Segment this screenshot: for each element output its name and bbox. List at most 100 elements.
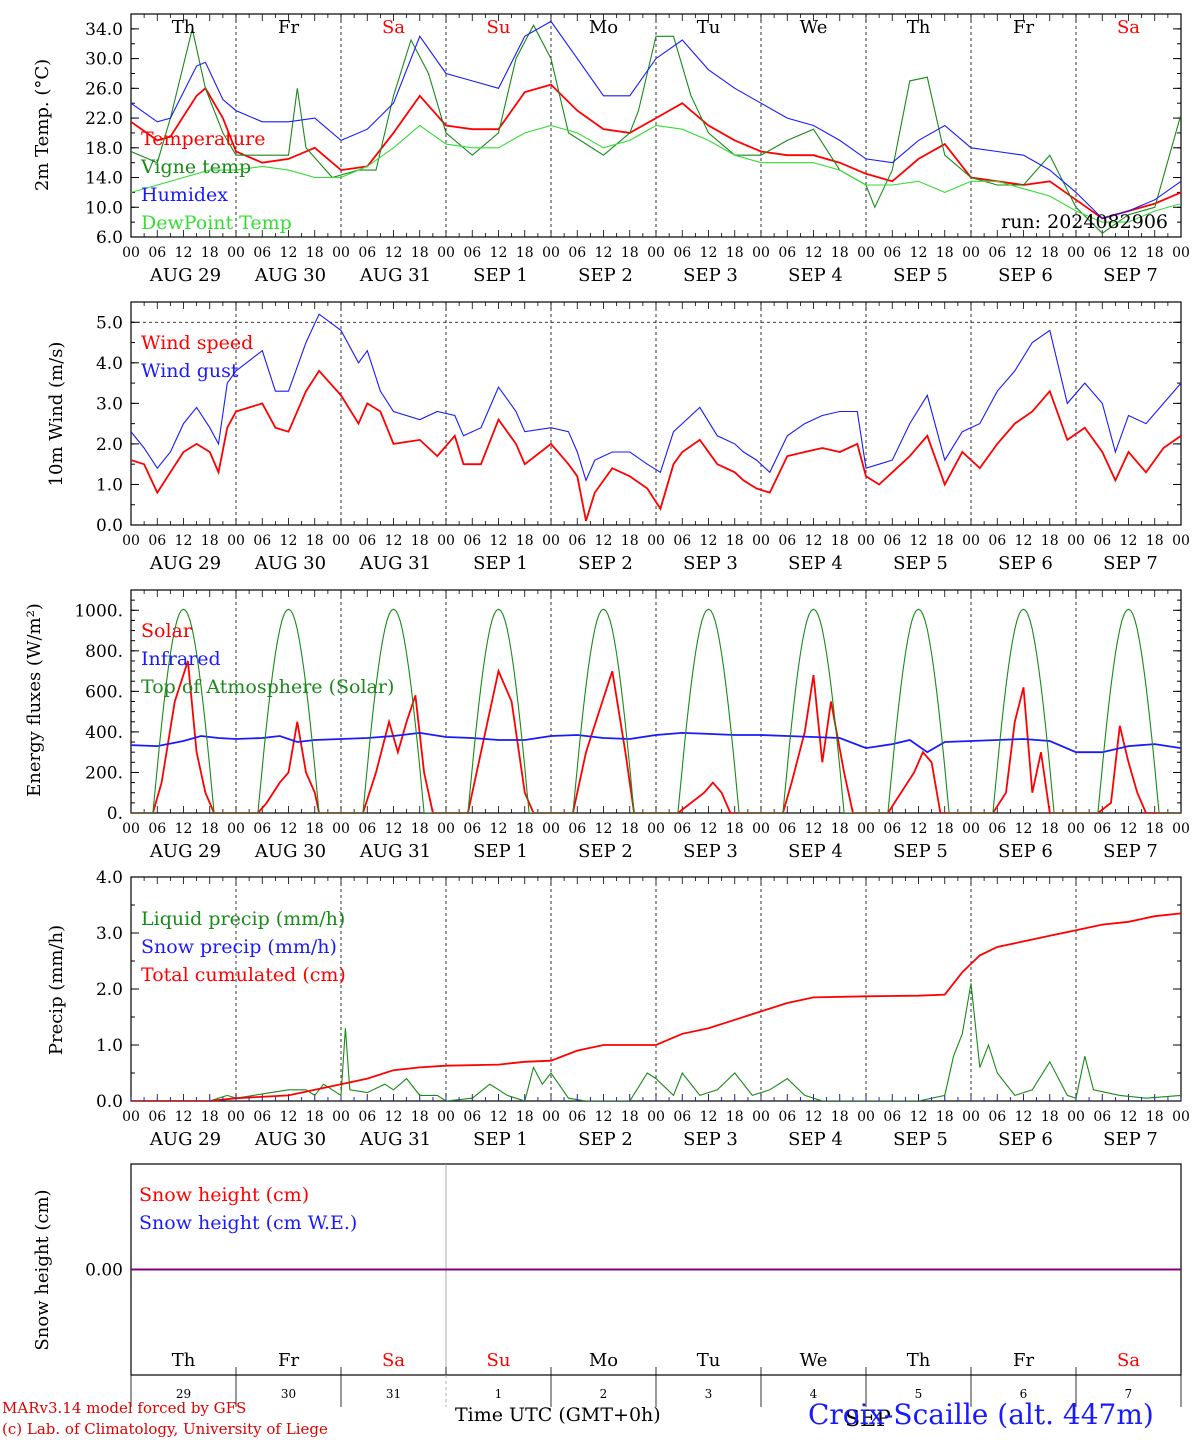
weekday-label: Fr <box>278 17 299 38</box>
hour-tick-label: 06 <box>778 1109 796 1125</box>
y-axis-title: Precip (mm/h) <box>46 925 67 1055</box>
y-tick-label: 34.0 <box>85 20 123 40</box>
series-line-humidex <box>131 20 1181 220</box>
hour-tick-label: 00 <box>752 245 770 261</box>
hour-tick-label: 00 <box>752 1109 770 1125</box>
hour-tick-label: 12 <box>490 533 508 549</box>
hour-tick-label: 06 <box>568 533 586 549</box>
y-axis-title: 2m Temp. (°C) <box>32 59 53 191</box>
hour-tick-label: 18 <box>831 1109 849 1125</box>
date-label: AUG 29 <box>149 1129 221 1150</box>
weekday-label: We <box>800 17 828 38</box>
panel-5: 0.00 Snow height (cm) Snow height (cm) Snow… <box>32 1163 1182 1432</box>
hour-tick-label: 18 <box>726 533 744 549</box>
hour-tick-label: 06 <box>358 1109 376 1125</box>
legend-vigne-temp: Vigne temp <box>140 156 251 178</box>
hour-tick-label: 12 <box>1120 533 1138 549</box>
series-line-infrared <box>131 731 1181 754</box>
hour-tick-label: 06 <box>253 245 271 261</box>
hour-tick-label: 12 <box>1015 533 1033 549</box>
hour-tick-label: 18 <box>1146 245 1164 261</box>
y-tick-label: 0. <box>107 804 123 824</box>
hour-tick-label: 18 <box>621 821 639 837</box>
date-label: SEP 5 <box>893 553 948 574</box>
hour-tick-label: 00 <box>542 533 560 549</box>
hour-tick-label: 06 <box>673 1109 691 1125</box>
panel-2: 0.0 1.0 2.0 3.0 4.0 5.0 10m Wind (m/s) 00 06 12 18… <box>46 301 1190 574</box>
date-label: SEP 3 <box>683 841 738 862</box>
hour-tick-label: 12 <box>910 245 928 261</box>
legend-humidex: Humidex <box>141 184 228 206</box>
hour-tick-label: 06 <box>148 821 166 837</box>
series-line-wind-gust <box>131 313 1181 482</box>
hour-tick-label: 00 <box>122 533 140 549</box>
hour-tick-label: 06 <box>883 1109 901 1125</box>
hour-tick-label: 12 <box>385 533 403 549</box>
y-tick-label: 14.0 <box>85 169 123 189</box>
hour-tick-label: 06 <box>568 821 586 837</box>
hour-tick-label: 18 <box>1146 533 1164 549</box>
day-number-label: 2 <box>600 1387 608 1401</box>
hour-tick-label: 12 <box>1120 245 1138 261</box>
hour-tick-label: 18 <box>201 533 219 549</box>
hour-tick-label: 06 <box>883 533 901 549</box>
hour-tick-label: 12 <box>385 1109 403 1125</box>
hour-tick-label: 18 <box>621 533 639 549</box>
date-label: AUG 30 <box>254 553 326 574</box>
hour-tick-label: 06 <box>673 533 691 549</box>
date-label: SEP 6 <box>998 841 1053 862</box>
hour-tick-label: 12 <box>910 1109 928 1125</box>
weekday-label: Mo <box>589 1350 618 1371</box>
y-tick-label: 4.0 <box>96 868 123 888</box>
y-tick-label: 0.0 <box>96 1092 123 1112</box>
hour-tick-label: 12 <box>1015 821 1033 837</box>
hour-tick-label: 12 <box>700 245 718 261</box>
weekday-label: We <box>800 1350 828 1371</box>
model-credit: MARv3.14 model forced by GFS <box>2 1399 247 1417</box>
date-label: SEP 4 <box>788 1129 843 1150</box>
hour-tick-label: 18 <box>831 245 849 261</box>
day-number-label: 3 <box>705 1387 713 1401</box>
hour-tick-label: 12 <box>910 533 928 549</box>
hour-tick-label: 18 <box>411 821 429 837</box>
hour-tick-label: 12 <box>1120 1109 1138 1125</box>
panel-3: 0. 200. 400. 600. 800. 1000. Energy fluxes (W/… <box>24 589 1190 862</box>
day-number-label: 30 <box>281 1387 296 1401</box>
legend-top-of-atmosphere-solar-: Top of Atmosphere (Solar) <box>141 676 394 698</box>
weekday-label: Tu <box>697 17 721 38</box>
hour-tick-label: 06 <box>463 533 481 549</box>
series-group <box>131 912 1181 1101</box>
weekday-label: Th <box>172 17 196 38</box>
weekday-label: Sa <box>382 1350 405 1371</box>
hour-tick-label: 12 <box>595 245 613 261</box>
hour-tick-label: 00 <box>962 821 980 837</box>
hour-tick-label: 06 <box>463 245 481 261</box>
hour-tick-label: 06 <box>988 1109 1006 1125</box>
weekday-label: Tu <box>697 1350 721 1371</box>
weekday-label: Th <box>907 17 931 38</box>
y-tick-label: 2.0 <box>96 435 123 455</box>
weekday-label: Mo <box>589 17 618 38</box>
hour-tick-label: 12 <box>910 821 928 837</box>
date-label: SEP 6 <box>998 1129 1053 1150</box>
hour-tick-label: 00 <box>857 245 875 261</box>
hour-tick-label: 06 <box>673 821 691 837</box>
y-tick-label: 10.0 <box>85 198 123 218</box>
hour-tick-label: 00 <box>962 245 980 261</box>
hour-tick-label: 12 <box>280 821 298 837</box>
legend-wind-gust: Wind gust <box>141 360 239 382</box>
hour-tick-label: 12 <box>175 821 193 837</box>
series-group <box>131 608 1181 813</box>
hour-tick-label: 00 <box>332 821 350 837</box>
y-tick-label: 5.0 <box>96 313 123 333</box>
hour-tick-label: 12 <box>595 533 613 549</box>
date-label: AUG 29 <box>149 841 221 862</box>
hour-tick-label: 00 <box>542 821 560 837</box>
y-axis-title: Snow height (cm) <box>32 1189 53 1350</box>
hour-tick-label: 00 <box>542 245 560 261</box>
date-label: SEP 4 <box>788 841 843 862</box>
legend-snow-precip-mm-h-: Snow precip (mm/h) <box>141 936 337 958</box>
hour-tick-label: 12 <box>805 821 823 837</box>
hour-tick-label: 18 <box>201 1109 219 1125</box>
hour-tick-label: 12 <box>175 1109 193 1125</box>
